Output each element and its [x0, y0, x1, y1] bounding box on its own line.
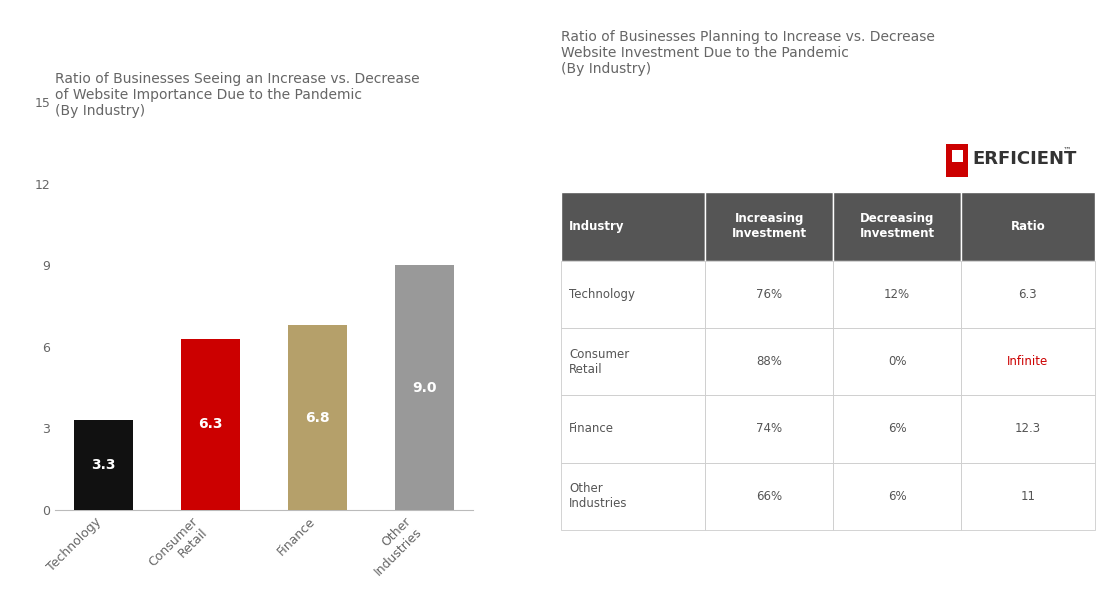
Bar [395, 265, 454, 510]
Bar [952, 150, 962, 162]
Bar [288, 325, 346, 510]
Bar [182, 338, 240, 510]
Text: 66%: 66% [756, 490, 782, 503]
Text: 6%: 6% [888, 422, 906, 436]
Bar [705, 261, 833, 328]
Text: ™: ™ [1064, 145, 1071, 154]
Text: 6.3: 6.3 [1019, 288, 1037, 301]
Bar [961, 192, 1094, 261]
Text: 12.3: 12.3 [1014, 422, 1041, 436]
Text: Ratio: Ratio [1011, 220, 1045, 233]
Bar [833, 261, 961, 328]
Text: Increasing
Investment: Increasing Investment [732, 212, 806, 241]
Bar [74, 420, 133, 510]
Text: 12%: 12% [884, 288, 910, 301]
Text: Consumer
Retail: Consumer Retail [570, 348, 629, 376]
Text: 6.3: 6.3 [198, 418, 222, 431]
Bar [705, 463, 833, 530]
Text: Infinite: Infinite [1008, 355, 1048, 368]
Bar [705, 192, 833, 261]
Text: 88%: 88% [756, 355, 782, 368]
Text: 74%: 74% [756, 422, 782, 436]
Text: 6%: 6% [888, 490, 906, 503]
Bar [561, 463, 705, 530]
Bar [961, 328, 1094, 395]
Text: Finance: Finance [570, 422, 614, 436]
Text: Industry: Industry [570, 220, 625, 233]
Text: 6.8: 6.8 [305, 410, 330, 425]
Text: 3.3: 3.3 [91, 458, 116, 472]
Text: Other
Industries: Other Industries [570, 482, 628, 510]
Text: Ratio of Businesses Planning to Increase vs. Decrease
Website Investment Due to : Ratio of Businesses Planning to Increase… [561, 30, 935, 76]
Bar [705, 328, 833, 395]
Bar [833, 328, 961, 395]
Bar [961, 261, 1094, 328]
Bar [561, 192, 705, 261]
Bar [946, 144, 968, 177]
Text: 9.0: 9.0 [412, 380, 437, 395]
Text: ▮ERFICIENTu2122: ▮ERFICIENTu2122 [946, 158, 958, 160]
Text: Decreasing
Investment: Decreasing Investment [859, 212, 935, 241]
Text: 0%: 0% [888, 355, 906, 368]
Text: 11: 11 [1021, 490, 1035, 503]
Bar [561, 261, 705, 328]
Text: Technology: Technology [570, 288, 636, 301]
Bar [561, 328, 705, 395]
Bar [961, 395, 1094, 463]
Bar [961, 463, 1094, 530]
Bar [833, 192, 961, 261]
Text: ERFICIENT: ERFICIENT [972, 150, 1077, 168]
Text: Ratio of Businesses Seeing an Increase vs. Decrease
of Website Importance Due to: Ratio of Businesses Seeing an Increase v… [55, 72, 419, 118]
Text: 76%: 76% [756, 288, 782, 301]
Bar [705, 395, 833, 463]
Bar [833, 395, 961, 463]
Bar [833, 463, 961, 530]
Bar [561, 395, 705, 463]
